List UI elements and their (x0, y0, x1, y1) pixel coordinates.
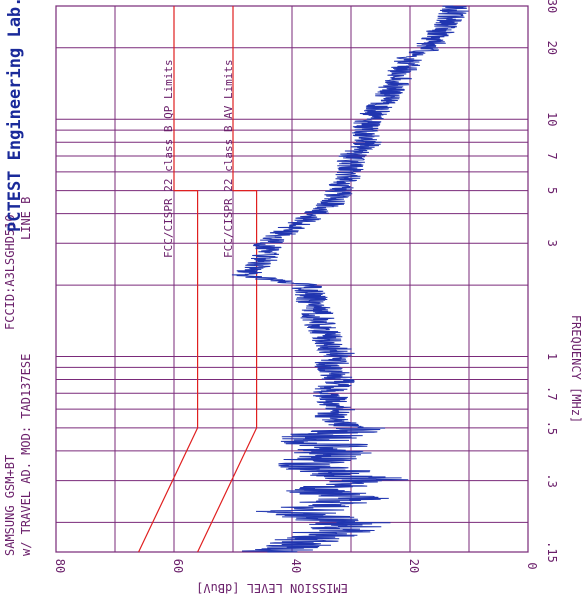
frequency-tick-label: .3 (545, 473, 559, 487)
x-axis-title: FREQUENCY [MHz] (569, 315, 583, 423)
tick-labels: .15 .3 .5 .7 1 3 5 7 10 20 30 80 60 40 20 0 FREQUENCY [M… (53, 0, 583, 595)
frequency-tick-label: 3 (545, 240, 559, 247)
limit-lines (138, 6, 258, 553)
frequency-tick-label: 5 (545, 187, 559, 194)
frequency-tick-label: .15 (545, 541, 559, 563)
header-lab: PCTEST Engineering Lab. (5, 0, 25, 232)
limit-line-av (197, 6, 258, 553)
level-tick-label: 60 (171, 559, 185, 573)
header-fccid: FCCID:A3LSGHD510 (3, 214, 17, 330)
level-tick-label: 0 (525, 562, 539, 569)
frequency-tick-label: 10 (545, 112, 559, 126)
level-tick-label: 40 (289, 559, 303, 573)
header-line: LINE B (19, 197, 33, 240)
emission-trace-0 (231, 5, 469, 553)
limit-line-qp (138, 6, 199, 553)
frequency-tick-label: 1 (545, 353, 559, 360)
av-limit-label: FCC/CISPR 22 class B AV Limits (222, 59, 235, 258)
header-model: SAMSUNG GSM+BT (3, 455, 17, 556)
frequency-tick-label: 30 (545, 0, 559, 13)
header-text: SAMSUNG GSM+BT w/ TRAVEL AD. MOD: TAD137E… (3, 0, 235, 556)
level-tick-label: 80 (53, 559, 67, 573)
header-adapter: w/ TRAVEL AD. MOD: TAD137ESE (19, 354, 33, 556)
grid (55, 5, 529, 553)
y-axis-title: EMISSION LEVEL [dBuV] (196, 581, 348, 595)
frequency-tick-label: 20 (545, 41, 559, 55)
level-tick-label: 20 (407, 559, 421, 573)
frequency-tick-label: .5 (545, 421, 559, 435)
frequency-tick-label: 7 (545, 152, 559, 159)
frequency-tick-label: .7 (545, 386, 559, 400)
emission-series (231, 5, 469, 553)
qp-limit-label: FCC/CISPR 22 class B QP Limits (162, 59, 175, 258)
